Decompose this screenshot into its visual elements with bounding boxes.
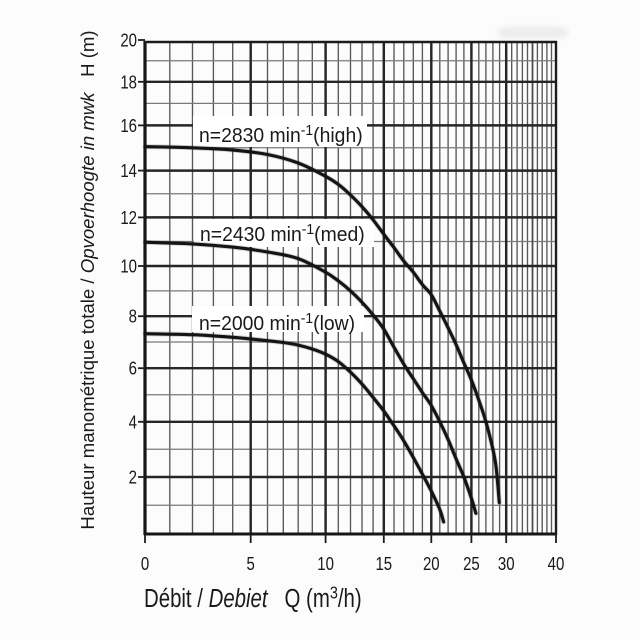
- svg-text:30: 30: [498, 554, 515, 575]
- svg-text:20: 20: [120, 30, 137, 51]
- svg-text:15: 15: [375, 554, 392, 575]
- svg-text:n=2830 min-1(high): n=2830 min-1(high): [199, 123, 363, 147]
- svg-text:Hauteur manométrique totale /: Hauteur manométrique totale / Opvoerhoog…: [77, 30, 98, 529]
- svg-text:18: 18: [120, 72, 137, 93]
- svg-text:12: 12: [120, 207, 137, 228]
- svg-text:n=2000 min-1(low): n=2000 min-1(low): [199, 311, 355, 335]
- svg-text:16: 16: [120, 115, 137, 136]
- svg-text:4: 4: [129, 412, 137, 433]
- svg-text:25: 25: [463, 554, 480, 575]
- svg-text:8: 8: [129, 306, 137, 327]
- svg-text:2: 2: [129, 467, 137, 488]
- svg-text:10: 10: [120, 256, 137, 277]
- svg-text:Débit / Debiet Q (m3/h): Débit / Debiet Q (m3/h): [144, 583, 362, 612]
- svg-text:0: 0: [141, 554, 149, 575]
- svg-text:10: 10: [317, 554, 334, 575]
- svg-text:5: 5: [247, 554, 255, 575]
- svg-text:n=2430 min-1(med): n=2430 min-1(med): [200, 222, 365, 246]
- svg-text:20: 20: [423, 554, 440, 575]
- svg-text:40: 40: [548, 554, 565, 575]
- svg-text:6: 6: [129, 358, 137, 379]
- svg-text:14: 14: [120, 161, 137, 182]
